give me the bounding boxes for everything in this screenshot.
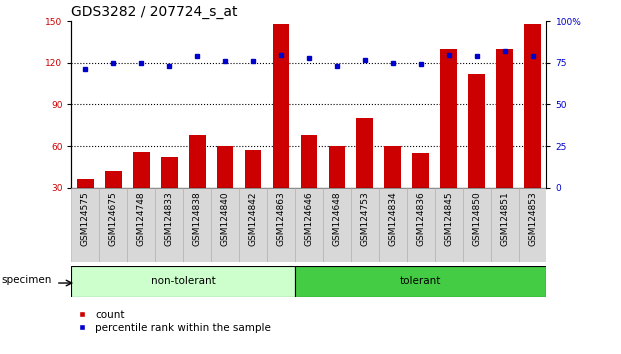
Text: GSM124842: GSM124842: [248, 191, 258, 246]
Bar: [412, 153, 429, 229]
Bar: [245, 150, 261, 229]
Bar: [71, 188, 99, 262]
Text: GSM124575: GSM124575: [81, 191, 90, 246]
Text: GSM124646: GSM124646: [304, 191, 314, 246]
Text: GSM124834: GSM124834: [388, 191, 397, 246]
Text: GSM124748: GSM124748: [137, 191, 146, 246]
Text: GSM124840: GSM124840: [220, 191, 230, 246]
Bar: [105, 171, 122, 229]
Legend: count, percentile rank within the sample: count, percentile rank within the sample: [76, 310, 271, 333]
Text: GSM124648: GSM124648: [332, 191, 342, 246]
Bar: [329, 146, 345, 229]
Bar: [384, 146, 401, 229]
Text: GSM124838: GSM124838: [193, 191, 202, 246]
Bar: [161, 157, 178, 229]
Bar: [295, 266, 546, 297]
Text: GSM124675: GSM124675: [109, 191, 118, 246]
Text: GDS3282 / 207724_s_at: GDS3282 / 207724_s_at: [71, 5, 238, 19]
Text: specimen: specimen: [1, 275, 52, 285]
Text: GSM124853: GSM124853: [528, 191, 537, 246]
Text: GSM124753: GSM124753: [360, 191, 369, 246]
Bar: [99, 188, 127, 262]
Bar: [189, 135, 206, 229]
Text: GSM124851: GSM124851: [500, 191, 509, 246]
Bar: [323, 188, 351, 262]
Text: non-tolerant: non-tolerant: [151, 276, 215, 286]
Bar: [491, 188, 519, 262]
Bar: [407, 188, 435, 262]
Text: GSM124845: GSM124845: [444, 191, 453, 246]
Bar: [77, 179, 94, 229]
Bar: [211, 188, 239, 262]
Bar: [183, 188, 211, 262]
Bar: [463, 188, 491, 262]
Text: GSM124850: GSM124850: [472, 191, 481, 246]
Bar: [155, 188, 183, 262]
Bar: [217, 146, 233, 229]
Text: GSM124833: GSM124833: [165, 191, 174, 246]
Bar: [440, 49, 457, 229]
Bar: [127, 188, 155, 262]
Bar: [468, 74, 485, 229]
Bar: [379, 188, 407, 262]
Bar: [519, 188, 546, 262]
Bar: [239, 188, 267, 262]
Bar: [524, 24, 541, 229]
Bar: [133, 152, 150, 229]
Bar: [301, 135, 317, 229]
Text: tolerant: tolerant: [400, 276, 442, 286]
Bar: [71, 266, 295, 297]
Bar: [273, 24, 289, 229]
Bar: [435, 188, 463, 262]
Text: GSM124863: GSM124863: [276, 191, 286, 246]
Bar: [356, 118, 373, 229]
Bar: [267, 188, 295, 262]
Bar: [496, 49, 513, 229]
Bar: [351, 188, 379, 262]
Bar: [295, 188, 323, 262]
Text: GSM124836: GSM124836: [416, 191, 425, 246]
